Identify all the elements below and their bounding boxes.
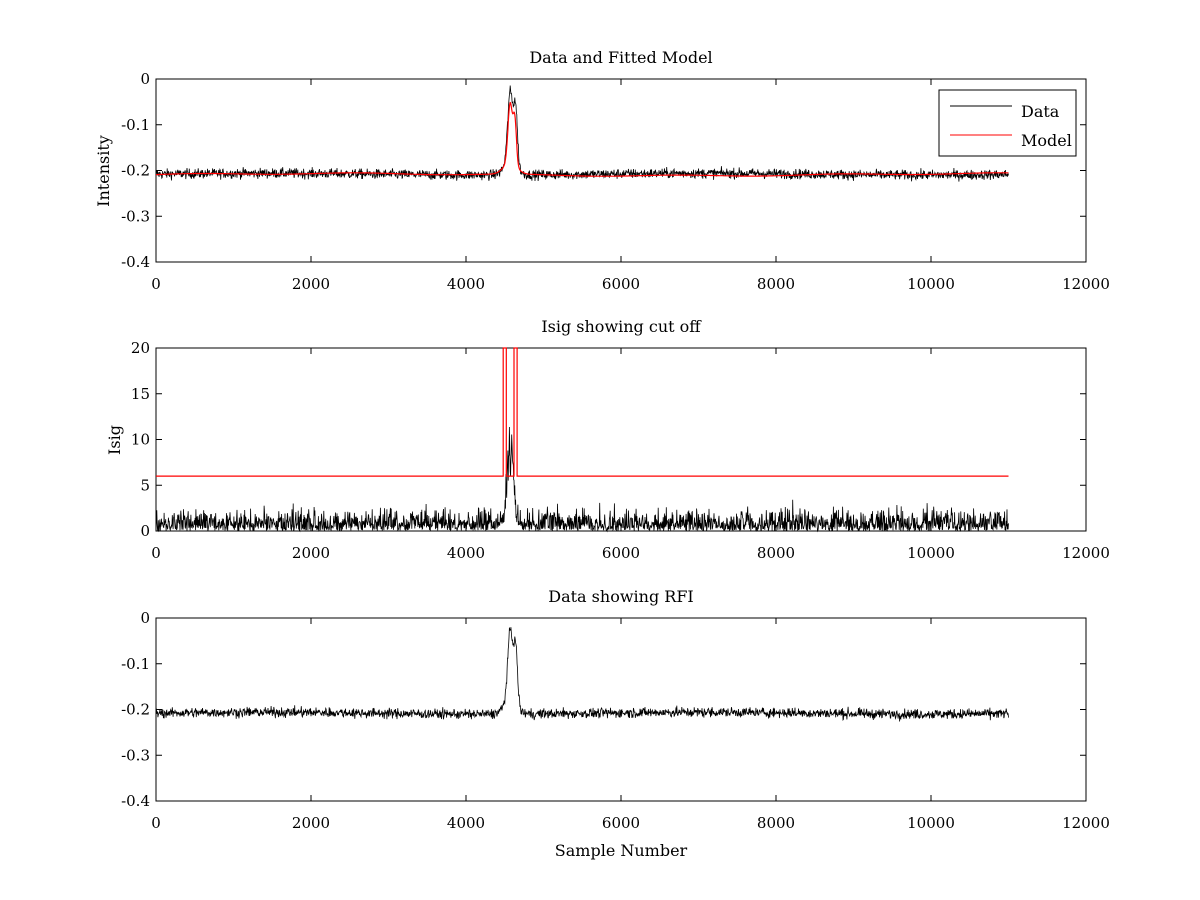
middle-ylabel: Isig <box>105 425 124 455</box>
bottom-plot-area <box>155 627 1009 722</box>
y-tick-label: -0.3 <box>121 207 150 225</box>
y-tick-label: 0 <box>140 522 150 540</box>
x-tick-label: 6000 <box>602 275 640 293</box>
x-tick-label: 0 <box>151 275 161 293</box>
middle-plot-area <box>155 347 1009 533</box>
top-plot-area <box>155 85 1009 182</box>
x-tick-label: 0 <box>151 814 161 832</box>
bottom-ticks: 0 2000 4000 6000 8000 10000 12000 0 -0.1 -0.2 -0.3… <box>121 609 1110 832</box>
x-tick-label: 8000 <box>757 814 795 832</box>
x-tick-label: 8000 <box>757 544 795 562</box>
x-tick-label: 12000 <box>1062 814 1110 832</box>
y-tick-label: 0 <box>140 70 150 88</box>
top-ticks: 0 2000 4000 6000 8000 10000 12000 0 -0.1 -0.2 -0.3… <box>121 70 1110 293</box>
y-tick-label: -0.1 <box>121 655 150 673</box>
x-tick-label: 2000 <box>292 814 330 832</box>
x-tick-label: 12000 <box>1062 275 1110 293</box>
y-tick-label: 20 <box>131 339 150 357</box>
legend: Data Model <box>938 89 1077 157</box>
x-tick-label: 8000 <box>757 275 795 293</box>
x-tick-label: 6000 <box>602 544 640 562</box>
y-tick-label: -0.1 <box>121 116 150 134</box>
x-tick-label: 6000 <box>602 814 640 832</box>
y-tick-label: -0.4 <box>121 253 150 271</box>
x-tick-label: 0 <box>151 544 161 562</box>
legend-data-label: Data <box>1021 102 1060 121</box>
y-tick-label: -0.2 <box>121 701 150 719</box>
top-ylabel: Intensity <box>94 135 113 207</box>
x-tick-label: 4000 <box>447 814 485 832</box>
y-tick-label: -0.4 <box>121 792 150 810</box>
middle-ticks: 0 2000 4000 6000 8000 10000 12000 20 15 10 5 0 <box>131 339 1110 562</box>
x-tick-label: 12000 <box>1062 544 1110 562</box>
x-tick-label: 10000 <box>907 275 955 293</box>
middle-title: Isig showing cut off <box>541 317 702 336</box>
x-tick-label: 4000 <box>447 544 485 562</box>
x-tick-label: 10000 <box>907 814 955 832</box>
bottom-axes-box <box>155 617 1087 802</box>
bottom-title: Data showing RFI <box>548 587 693 606</box>
panel-top: Data and Fitted Model Intensity 0 2000 400… <box>94 48 1110 293</box>
y-tick-label: 5 <box>140 476 150 494</box>
y-tick-label: -0.3 <box>121 746 150 764</box>
top-title: Data and Fitted Model <box>529 48 712 67</box>
y-tick-label: 15 <box>131 385 150 403</box>
x-tick-label: 4000 <box>447 275 485 293</box>
series-model-line <box>156 101 1009 177</box>
panel-middle: Isig showing cut off Isig 0 2000 4000 6000 8… <box>105 317 1110 562</box>
legend-model-label: Model <box>1021 131 1072 150</box>
middle-axes-box <box>155 347 1087 532</box>
x-tick-label: 2000 <box>292 275 330 293</box>
bottom-xlabel: Sample Number <box>555 841 688 860</box>
series-isig-line <box>155 426 1009 533</box>
series-data-line <box>155 627 1009 722</box>
y-tick-label: -0.2 <box>121 162 150 180</box>
x-tick-label: 10000 <box>907 544 955 562</box>
x-tick-label: 2000 <box>292 544 330 562</box>
series-cut-off-line <box>156 347 1009 477</box>
y-tick-label: 0 <box>140 609 150 627</box>
legend-box <box>938 89 1077 157</box>
panel-bottom: Data showing RFI Sample Number 0 2000 4000… <box>121 587 1110 860</box>
y-tick-label: 10 <box>131 431 150 449</box>
